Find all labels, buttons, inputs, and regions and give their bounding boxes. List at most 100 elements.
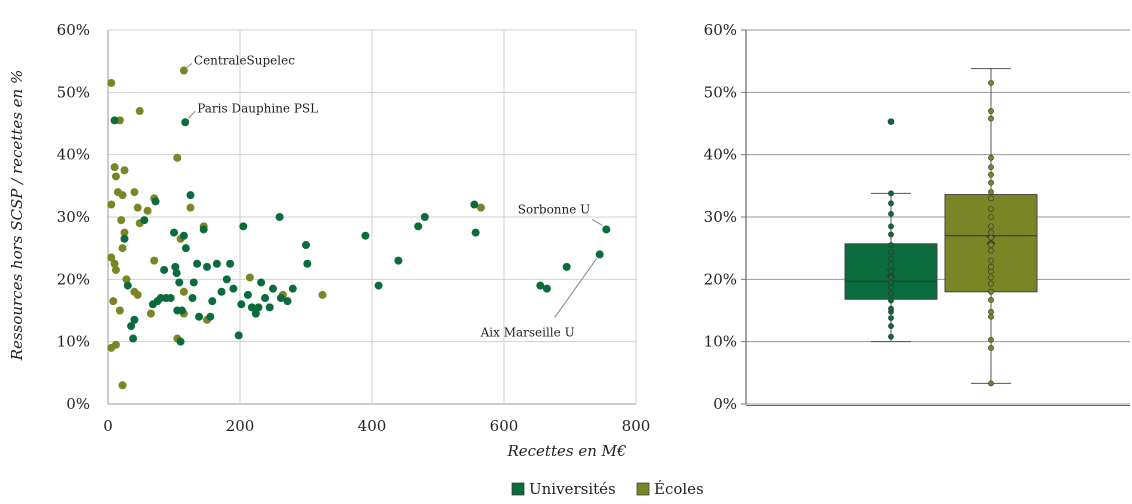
- universite-point: [217, 287, 226, 296]
- universite-point: [265, 303, 274, 312]
- box-data-point: [888, 290, 894, 297]
- scatter-chart: 0% 10% 20% 30% 40% 50% 60% 0 200 400 600 800 Centr…: [8, 21, 650, 460]
- box-data-point: [888, 210, 894, 217]
- universite-point: [120, 234, 129, 243]
- universite-point: [172, 269, 181, 278]
- ecole-point: [173, 153, 182, 162]
- universite-point: [160, 265, 169, 274]
- box-data-point: [988, 179, 994, 186]
- universite-point: [188, 294, 197, 303]
- universite-point: [269, 284, 277, 293]
- box-data-point: [988, 229, 994, 236]
- box-data-point: [888, 333, 894, 340]
- boxplot-y-tick-label: 0%: [713, 395, 737, 413]
- universite-point: [226, 259, 235, 268]
- box-data-point: [988, 223, 994, 230]
- box-data-point: [988, 380, 994, 387]
- universite-point: [254, 303, 263, 312]
- universite-point: [536, 281, 545, 290]
- box-outlier-point: [887, 118, 895, 125]
- universite-point: [130, 315, 139, 324]
- ecole-point: [118, 381, 127, 390]
- scatter-x-tick-label: 0: [103, 417, 113, 435]
- boxplot-y-tick-label: 50%: [704, 83, 737, 101]
- ecole-point: [476, 203, 485, 212]
- universite-point: [179, 231, 188, 240]
- ecole-point: [118, 244, 127, 253]
- box-data-point: [988, 80, 994, 86]
- box-data-point: [888, 297, 894, 304]
- ecole-point: [130, 188, 139, 197]
- annotation-label: CentraleSupelec: [194, 54, 295, 68]
- ecole-point: [107, 200, 116, 209]
- annotation-label: Sorbonne U: [518, 202, 591, 216]
- box-data-point: [988, 336, 994, 343]
- scatter-y-tick-label: 40%: [57, 146, 90, 164]
- universite-point: [171, 262, 180, 271]
- universite-point: [414, 222, 423, 231]
- scatter-x-tick-label: 800: [622, 417, 651, 435]
- scatter-y-ticks: 0% 10% 20% 30% 40% 50% 60%: [57, 21, 90, 413]
- boxplot-boxes: [844, 68, 1038, 387]
- box-data-point: [988, 214, 994, 220]
- box-data-point: [888, 242, 894, 248]
- ecole-point: [186, 203, 195, 212]
- box-data-point: [988, 280, 994, 287]
- annotation-leader-line: [186, 63, 193, 68]
- universite-point: [177, 306, 186, 315]
- universite-point: [189, 278, 198, 287]
- ecole-point: [110, 259, 119, 268]
- ecole-point: [109, 297, 118, 306]
- boxplot-y-tick-label: 30%: [704, 208, 737, 226]
- universite-point: [542, 284, 551, 293]
- universite-point: [170, 228, 178, 237]
- box-data-point: [988, 189, 994, 195]
- scatter-y-tick-label: 0%: [66, 395, 90, 413]
- universite-point: [602, 225, 611, 234]
- box-data-point: [888, 284, 894, 291]
- box-data-point: [988, 115, 994, 122]
- universite-point: [394, 256, 403, 265]
- universite-point: [361, 231, 370, 240]
- boxplot-gridlines: [741, 29, 1130, 406]
- universite-point: [123, 281, 132, 290]
- boxplot-y-tick-label: 40%: [704, 146, 737, 164]
- scatter-gridlines: [107, 29, 637, 405]
- box-data-point: [888, 268, 894, 275]
- legend-label: Universités: [529, 480, 616, 498]
- box-data-point: [988, 263, 994, 270]
- universite-point: [176, 337, 185, 346]
- universite-point: [234, 331, 243, 340]
- universite-point: [140, 216, 149, 225]
- boxplot-y-ticks: 0% 10% 20% 30% 40% 50% 60%: [704, 21, 737, 413]
- universite-point: [186, 191, 195, 200]
- scatter-y-tick-label: 30%: [57, 208, 90, 226]
- scatter-y-tick-label: 50%: [57, 83, 90, 101]
- ecole-point: [120, 166, 129, 175]
- universite-point: [288, 284, 297, 293]
- box-data-point: [888, 223, 894, 230]
- ecole-point: [110, 163, 119, 172]
- box-data-point: [988, 344, 994, 351]
- ecole-point: [245, 273, 254, 282]
- universite-point: [127, 322, 136, 331]
- box-data-point: [988, 288, 994, 295]
- universite-point: [420, 213, 429, 221]
- box-data-point: [988, 308, 994, 315]
- universite-point: [276, 294, 285, 303]
- scatter-x-axis-title: Recettes en M€: [506, 442, 627, 460]
- universite-point: [193, 259, 202, 268]
- boxplot-y-tick-label: 60%: [704, 21, 737, 39]
- box-data-point: [888, 255, 894, 262]
- universite-point: [261, 294, 270, 303]
- universite-point: [302, 241, 310, 250]
- universite-point: [251, 309, 260, 318]
- box-data-point: [888, 262, 894, 268]
- boxplot-y-tick-label: 20%: [704, 270, 737, 288]
- boxplot-y-tick-label: 10%: [704, 333, 737, 351]
- ecole-point: [118, 191, 127, 200]
- box-data-point: [888, 249, 894, 256]
- legend-swatch: [636, 482, 650, 496]
- ecole-point: [318, 290, 327, 299]
- box-data-point: [988, 195, 994, 202]
